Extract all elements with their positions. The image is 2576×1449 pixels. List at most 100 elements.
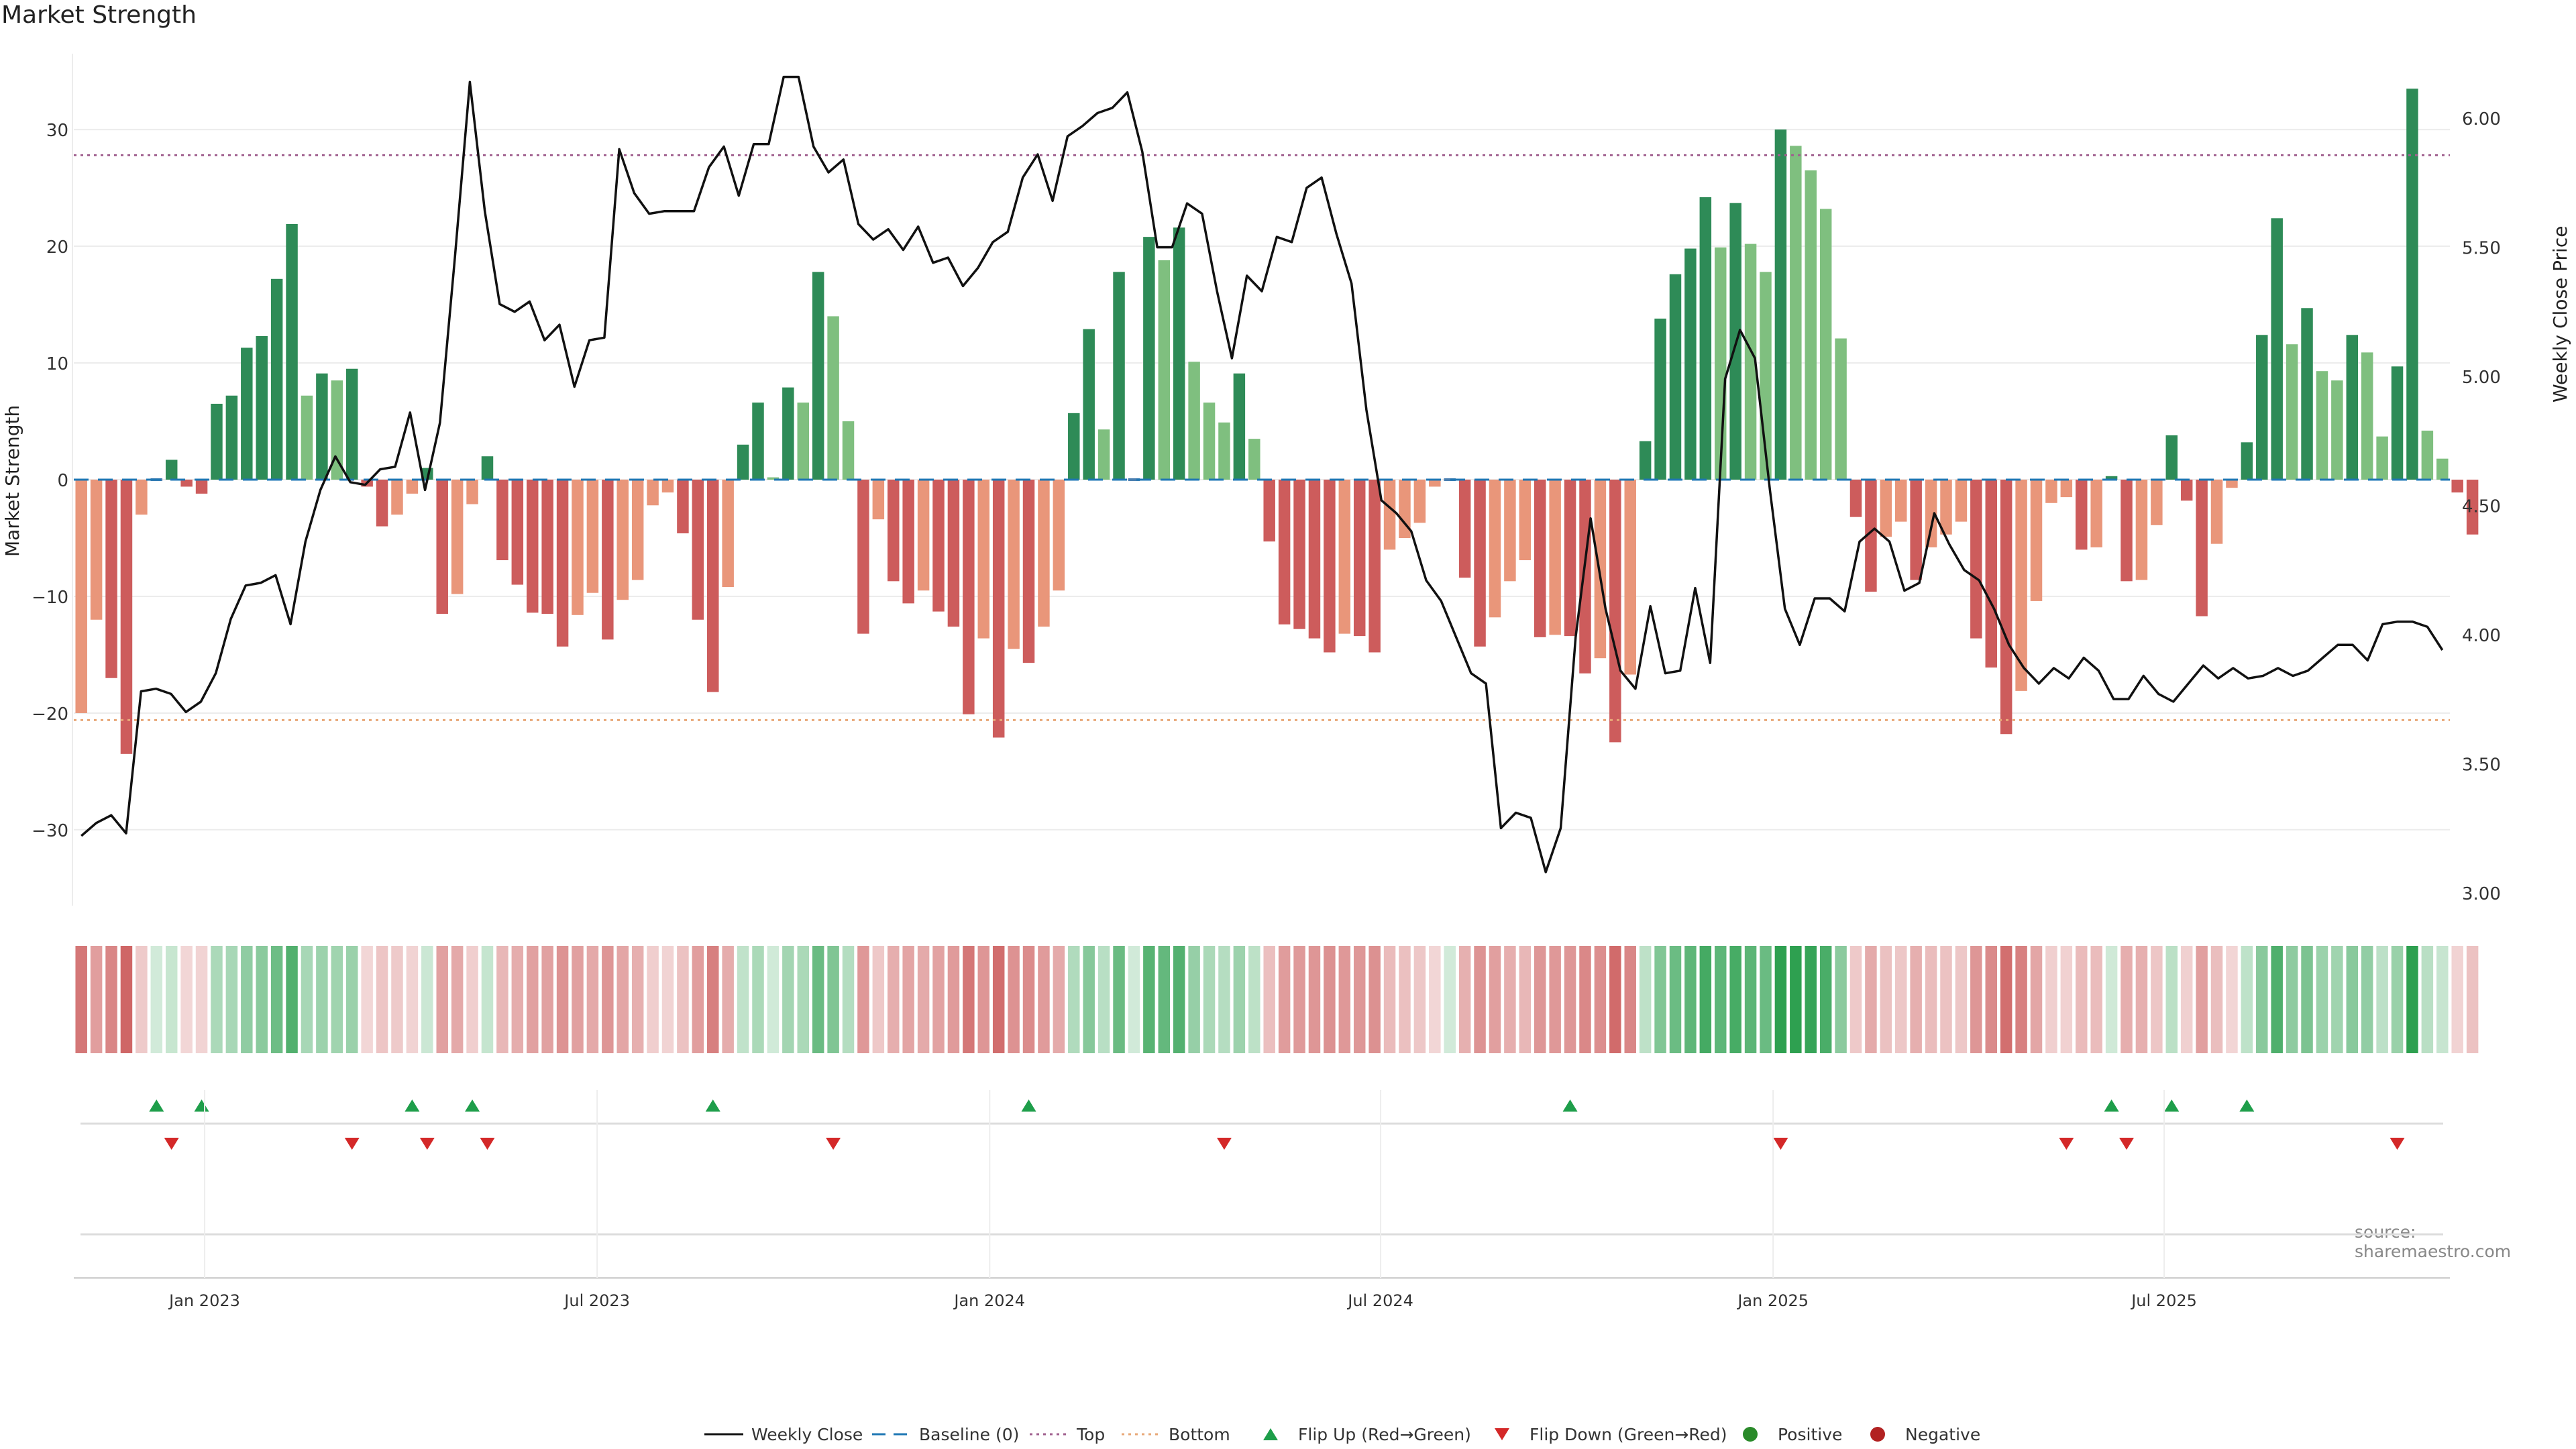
heat-cell — [1519, 946, 1532, 1053]
strength-bar — [1413, 480, 1426, 523]
heat-cell — [466, 946, 478, 1053]
strength-bar — [917, 480, 930, 591]
heat-cell — [1714, 946, 1727, 1053]
strength-bar — [2421, 430, 2434, 480]
strength-bar — [1985, 480, 1998, 668]
strength-bar — [2000, 480, 2012, 735]
heat-cell — [1324, 946, 1336, 1053]
strength-bar — [1504, 480, 1516, 582]
heat-cell — [2151, 946, 2163, 1053]
flip-down-marker — [1216, 1138, 1232, 1150]
strength-bar — [2391, 366, 2404, 480]
strength-bar — [105, 480, 117, 678]
strength-bar — [1624, 480, 1636, 675]
strength-bar — [180, 480, 193, 487]
strength-bar — [661, 480, 674, 493]
heat-cell — [707, 946, 719, 1053]
heat-cell — [2105, 946, 2118, 1053]
heat-cell — [1188, 946, 1200, 1053]
heat-cell — [376, 946, 388, 1053]
strength-bar — [1880, 480, 1892, 537]
flip-up-marker — [2104, 1099, 2119, 1112]
strength-bar — [2436, 458, 2449, 480]
strength-bar — [647, 480, 659, 506]
strength-bar — [752, 402, 764, 480]
y2-tick-label: 5.00 — [2462, 368, 2501, 388]
strength-bar — [947, 480, 960, 627]
flip-up-marker — [705, 1099, 720, 1112]
strength-bar — [872, 480, 885, 520]
heat-cell — [1097, 946, 1110, 1053]
heat-cell — [1203, 946, 1216, 1053]
x-tick-label: Jul 2023 — [563, 1291, 630, 1310]
flip-down-marker — [344, 1138, 360, 1150]
strength-bar — [1308, 480, 1321, 639]
strength-bar — [466, 480, 478, 504]
flip-markers — [80, 1099, 2443, 1236]
strength-bar — [1383, 480, 1396, 550]
heat-cell — [1008, 946, 1020, 1053]
strength-bar — [2316, 371, 2328, 480]
heat-cell — [767, 946, 780, 1053]
strength-bar — [2180, 480, 2193, 501]
heat-cell — [180, 946, 193, 1053]
legend-bottom-label: Bottom — [1169, 1425, 1230, 1444]
flip-up-marker — [465, 1099, 480, 1112]
heat-cell — [136, 946, 148, 1053]
strength-bar — [1970, 480, 1982, 639]
heat-cell — [1624, 946, 1636, 1053]
strength-bar — [1218, 422, 1230, 480]
strength-bar — [1925, 480, 1937, 547]
strength-bar — [1038, 480, 1050, 627]
flip-down-marker — [826, 1138, 841, 1150]
heat-cell — [1218, 946, 1230, 1053]
heat-cell — [616, 946, 629, 1053]
strength-bar — [1519, 480, 1532, 561]
strength-bar — [692, 480, 704, 620]
strength-bar — [1654, 318, 1666, 480]
heat-cell — [2180, 946, 2193, 1053]
flip-down-marker — [419, 1138, 435, 1150]
heat-cell — [1128, 946, 1140, 1053]
heat-cell — [195, 946, 208, 1053]
flip-up-marker — [1562, 1099, 1578, 1112]
heat-cell — [1338, 946, 1351, 1053]
strength-bar — [1564, 480, 1576, 637]
y-tick-label: 10 — [46, 354, 68, 374]
strength-bar — [1338, 480, 1351, 634]
heat-cell — [2316, 946, 2328, 1053]
strength-bar — [2346, 335, 2359, 480]
strength-bar — [1158, 260, 1171, 480]
strength-bars — [75, 89, 2479, 754]
heat-cell — [1458, 946, 1471, 1053]
flip-down-marker — [2390, 1138, 2405, 1150]
heat-cell — [2000, 946, 2012, 1053]
heat-cell — [2391, 946, 2404, 1053]
strength-bar — [316, 373, 328, 480]
strength-bar — [1233, 373, 1246, 480]
strength-bar — [1805, 170, 1817, 480]
legend-negative-swatch — [1870, 1427, 1885, 1442]
strength-bar — [286, 224, 298, 480]
heat-cell — [1083, 946, 1095, 1053]
heat-cell — [572, 946, 584, 1053]
strength-bar — [165, 460, 178, 480]
heat-cell — [526, 946, 539, 1053]
y2-tick-label: 4.00 — [2462, 626, 2501, 646]
heat-cell — [2331, 946, 2343, 1053]
strength-bar — [496, 480, 508, 561]
strength-bar — [1819, 209, 1832, 480]
strength-bar — [2361, 352, 2373, 480]
strength-bar — [1684, 248, 1697, 480]
heat-cell — [2271, 946, 2283, 1053]
heat-cell — [1684, 946, 1697, 1053]
heat-cell — [1970, 946, 1982, 1053]
strength-bar — [301, 395, 313, 480]
heat-cell — [1865, 946, 1877, 1053]
strength-bar — [1579, 480, 1591, 674]
strength-bar — [2451, 480, 2463, 493]
heat-cell — [1068, 946, 1080, 1053]
legend-flip_up-label: Flip Up (Red→Green) — [1298, 1425, 1471, 1444]
strength-bar — [331, 380, 343, 480]
heat-cell — [105, 946, 117, 1053]
